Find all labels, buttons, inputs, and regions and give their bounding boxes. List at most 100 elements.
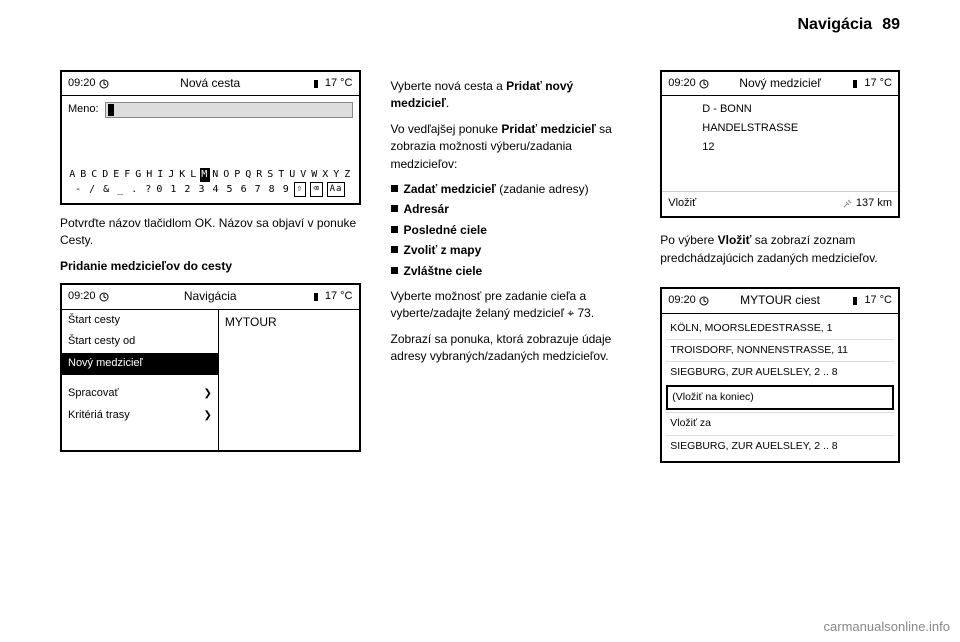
time-value: 09:20 [68, 76, 96, 92]
insert-button[interactable]: Vložiť [668, 196, 696, 212]
cursor [108, 104, 114, 116]
watermark: carmanualsonline.info [824, 619, 950, 634]
chevron-right-icon: ❯ [204, 409, 212, 424]
screen-body: Meno: ABCDEFGHIJKLMNOPQRSTUVWXYZ - / & _… [62, 96, 359, 203]
temp-value: 17 °C [864, 76, 892, 92]
keyboard-row-2: - / & _ . ? 0 1 2 3 4 5 6 7 8 9 ⇧ ⌫ Aa [68, 182, 353, 197]
key-s[interactable]: S [266, 168, 276, 182]
menu-item[interactable]: Nový medzicieľ [62, 353, 218, 375]
column-3: 09:20 Nový medzicieľ 17 °C D - BONN HANDE… [660, 70, 900, 473]
screen-footer: Vložiť 137 km [662, 191, 898, 216]
screen-header: 09:20 Navigácia 17 °C [62, 285, 359, 309]
kb-case-icon[interactable]: Aa [327, 182, 346, 197]
temp-icon [851, 79, 861, 89]
temp-icon [851, 296, 861, 306]
menu-item[interactable]: Kritériá trasy❯ [62, 405, 218, 427]
tour-list-body: KÖLN, MOORSLEDESTRASSE, 1TROISDORF, NONN… [662, 314, 898, 461]
screen-tour-list: 09:20 MYTOUR ciest 17 °C KÖLN, MOORSLEDE… [660, 287, 900, 463]
temp-icon [312, 292, 322, 302]
screen-header: 09:20 MYTOUR ciest 17 °C [662, 289, 898, 313]
keyboard[interactable]: ABCDEFGHIJKLMNOPQRSTUVWXYZ - / & _ . ? 0… [68, 168, 353, 197]
screen-title: Navigácia [109, 288, 312, 305]
temp-value: 17 °C [864, 293, 892, 309]
kb-backspace-icon[interactable]: ⌫ [310, 182, 322, 197]
screen-title: MYTOUR ciest [709, 292, 852, 309]
menu-item[interactable]: Štart cesty [62, 310, 218, 332]
key-w[interactable]: W [310, 168, 320, 182]
temp-display: 17 °C [312, 76, 353, 92]
bullet-item: Adresár [391, 201, 631, 218]
list-item[interactable]: KÖLN, MOORSLEDESTRASSE, 1 [666, 318, 894, 339]
key-h[interactable]: H [145, 168, 155, 182]
p3: Vyberte možnosť pre zadanie cieľa a vybe… [391, 288, 631, 323]
temp-display: 17 °C [851, 293, 892, 309]
screen-title: Nová cesta [109, 75, 312, 92]
key-y[interactable]: Y [332, 168, 342, 182]
key-j[interactable]: J [167, 168, 177, 182]
address-body: D - BONNHANDELSTRASSE12 [662, 96, 898, 191]
bullet-item: Posledné ciele [391, 222, 631, 239]
bullet-square-icon [391, 185, 398, 192]
list-item[interactable]: (Vložiť na koniec) [666, 385, 894, 410]
insert-text: Po výbere Vložiť sa zobrazí zoznam predc… [660, 232, 900, 267]
clock-icon [699, 296, 709, 306]
key-v[interactable]: V [299, 168, 309, 182]
key-f[interactable]: F [123, 168, 133, 182]
bullet-square-icon [391, 267, 398, 274]
key-u[interactable]: U [288, 168, 298, 182]
kb-shift-icon[interactable]: ⇧ [294, 182, 306, 197]
key-m[interactable]: M [200, 168, 210, 182]
key-n[interactable]: N [211, 168, 221, 182]
content-columns: 09:20 Nová cesta 17 °C Meno: ABCDEFGHIJK… [60, 70, 900, 473]
key-t[interactable]: T [277, 168, 287, 182]
key-r[interactable]: R [255, 168, 265, 182]
p4: Zobrazí sa ponuka, ktorá zobrazuje údaje… [391, 331, 631, 366]
key-o[interactable]: O [222, 168, 232, 182]
menu-item[interactable]: Spracovať❯ [62, 383, 218, 405]
time-display: 09:20 [68, 289, 109, 305]
key-z[interactable]: Z [343, 168, 353, 182]
key-g[interactable]: G [134, 168, 144, 182]
key-l[interactable]: L [189, 168, 199, 182]
address-line: D - BONN [702, 102, 892, 118]
name-input[interactable] [105, 102, 353, 118]
key-i[interactable]: I [156, 168, 166, 182]
column-1: 09:20 Nová cesta 17 °C Meno: ABCDEFGHIJK… [60, 70, 361, 473]
address-line: HANDELSTRASSE [702, 121, 892, 137]
key-k[interactable]: K [178, 168, 188, 182]
list-item[interactable]: SIEGBURG, ZUR AUELSLEY, 2 .. 8 [666, 435, 894, 457]
satellite-icon [843, 198, 853, 208]
kb-symbols[interactable]: - / & _ . ? [75, 183, 152, 197]
key-b[interactable]: B [79, 168, 89, 182]
key-a[interactable]: A [68, 168, 78, 182]
route-name: MYTOUR [225, 315, 277, 329]
screen-new-route: 09:20 Nová cesta 17 °C Meno: ABCDEFGHIJK… [60, 70, 361, 205]
add-waypoints-heading: Pridanie medzicieľov do cesty [60, 258, 361, 275]
screen-header: 09:20 Nový medzicieľ 17 °C [662, 72, 898, 96]
bullet-item: Zvoliť z mapy [391, 242, 631, 259]
key-x[interactable]: X [321, 168, 331, 182]
page-header: Navigácia 89 [700, 16, 900, 34]
p1: Vyberte nová cesta a Pridať nový medzici… [391, 78, 631, 113]
menu-right-panel: MYTOUR [219, 310, 359, 450]
list-item[interactable]: TROISDORF, NONNENSTRASSE, 11 [666, 339, 894, 361]
menu-item[interactable]: Štart cesty od [62, 331, 218, 353]
key-c[interactable]: C [90, 168, 100, 182]
list-item[interactable]: Vložiť za [666, 412, 894, 434]
list-item[interactable]: SIEGBURG, ZUR AUELSLEY, 2 .. 8 [666, 361, 894, 383]
bullet-square-icon [391, 246, 398, 253]
screen-title: Nový medzicieľ [709, 75, 852, 92]
key-p[interactable]: P [233, 168, 243, 182]
key-e[interactable]: E [112, 168, 122, 182]
bullet-item: Zadať medzicieľ (zadanie adresy) [391, 181, 631, 198]
kb-digits[interactable]: 0 1 2 3 4 5 6 7 8 9 [156, 183, 289, 197]
chevron-right-icon: ❯ [204, 387, 212, 402]
temp-icon [312, 79, 322, 89]
key-q[interactable]: Q [244, 168, 254, 182]
temp-value: 17 °C [325, 289, 353, 305]
temp-display: 17 °C [312, 289, 353, 305]
clock-icon [99, 292, 109, 302]
time-value: 09:20 [668, 76, 696, 92]
key-d[interactable]: D [101, 168, 111, 182]
bullet-square-icon [391, 205, 398, 212]
